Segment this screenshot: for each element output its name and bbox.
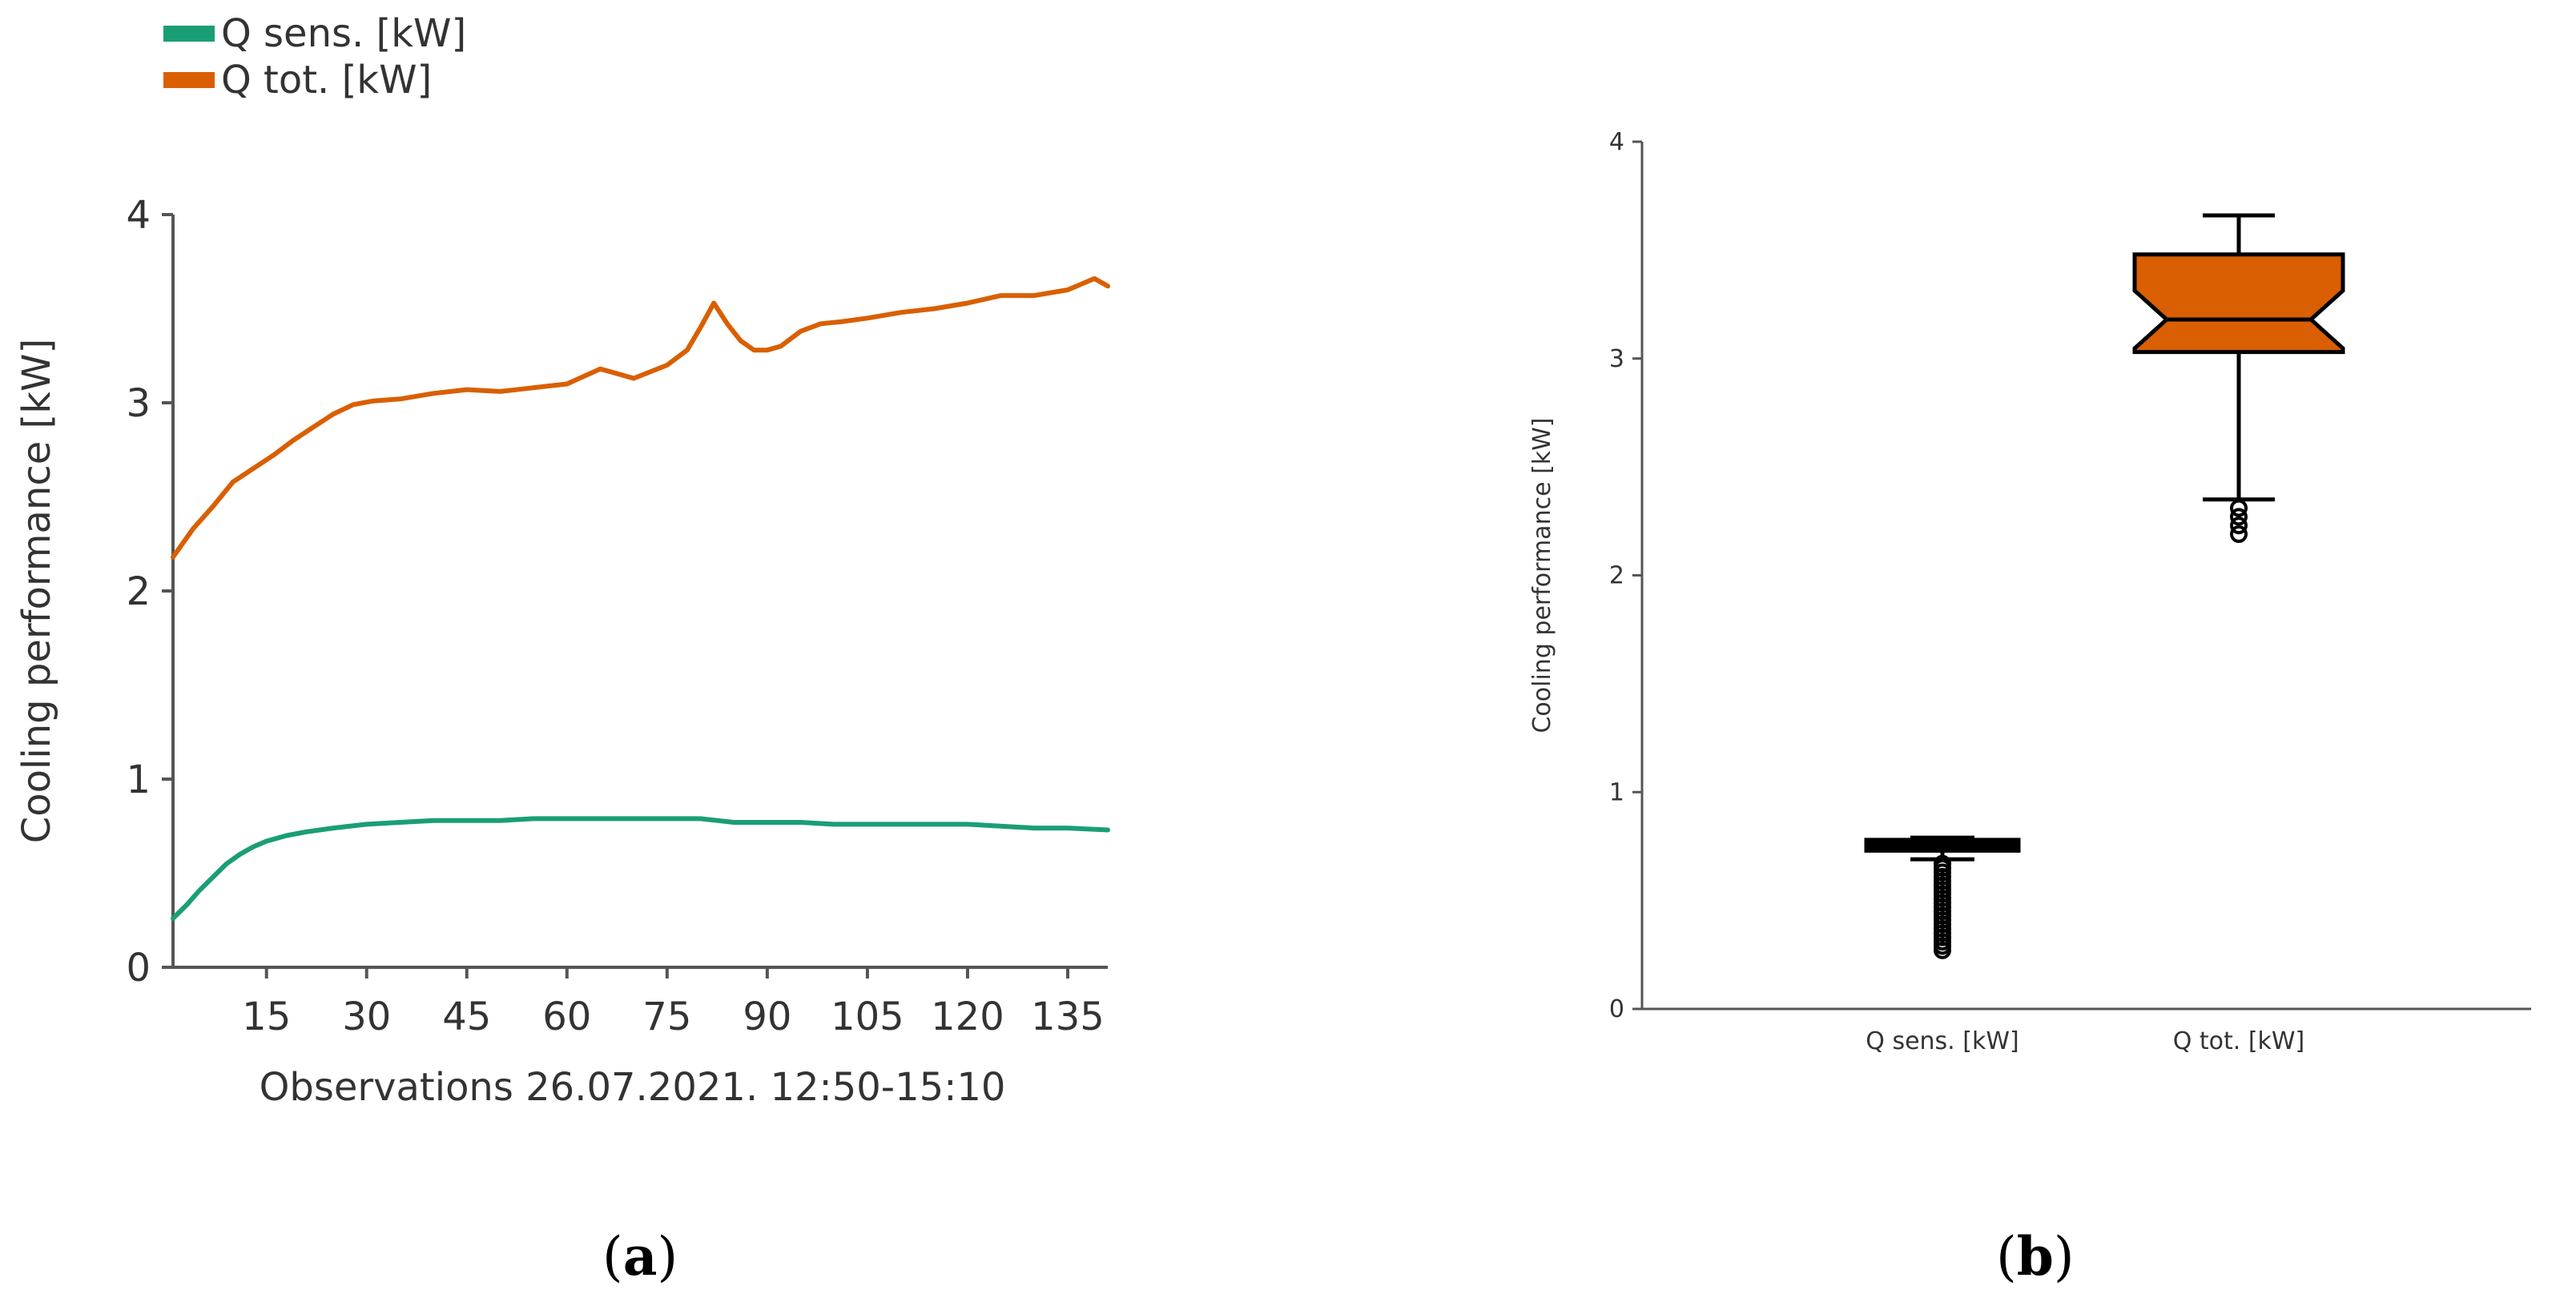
x-tick-label: 15 [242,995,291,1039]
x-tick-label: 75 [642,995,691,1039]
caption-b: (b) [1996,1225,2075,1288]
outlier-point-1 [2230,516,2248,535]
y-tick-label-b: 3 [1609,345,1624,373]
x-tick-label: 120 [931,995,1004,1039]
x-category-label-0: Q sens. [kW] [1866,1027,2019,1055]
x-tick-label: 135 [1031,995,1105,1039]
y-tick-label: 4 [126,193,151,238]
x-tick-label: 90 [743,995,791,1039]
x-tick-label: 45 [442,995,491,1039]
outlier-point-0 [1934,854,1951,873]
outlier-point-1 [2230,499,2248,517]
caption-b-letter: b [2016,1225,2054,1288]
x-tick-label: 105 [831,995,904,1039]
series-line-0 [171,816,1110,921]
y-tick-label-b: 2 [1609,562,1624,590]
y-tick-label-b: 0 [1609,995,1624,1023]
box-1 [2132,252,2345,355]
outlier-point-1 [2230,508,2248,526]
caption-a: (a) [602,1225,678,1288]
legend-label-1: Q tot. [kW] [221,58,432,102]
box-plot-panel-b: 0 1 2 3 4 Cooling performance [kW] Q sens. [kW… [1528,128,2531,1055]
y-tick-label: 1 [126,757,151,802]
legend-swatch-0 [163,26,215,42]
y-tick-label: 2 [126,569,151,614]
y-tick-label: 3 [126,381,151,426]
outlier-point-1 [2230,525,2248,544]
x-tick-label: 60 [542,995,591,1039]
caption-a-letter: a [622,1225,658,1288]
legend-label-0: Q sens. [kW] [221,11,466,56]
y-axis-label-b: Cooling performance [kW] [1528,417,1556,733]
x-tick-label: 30 [342,995,391,1039]
line-chart-panel-a: Q sens. [kW]Q tot. [kW] 0 1 2 3 4 15 30 45 60 75 90… [14,11,1110,1110]
y-tick-label-b: 1 [1609,778,1624,806]
y-tick-label-b: 4 [1609,128,1624,156]
x-axis-label: Observations 26.07.2021. 12:50-15:10 [260,1065,1006,1110]
legend-swatch-1 [163,72,215,88]
series-line-1 [171,275,1110,560]
y-tick-label: 0 [126,946,151,991]
y-axis-label: Cooling performance [kW] [14,339,59,843]
x-category-label-1: Q tot. [kW] [2173,1027,2305,1055]
